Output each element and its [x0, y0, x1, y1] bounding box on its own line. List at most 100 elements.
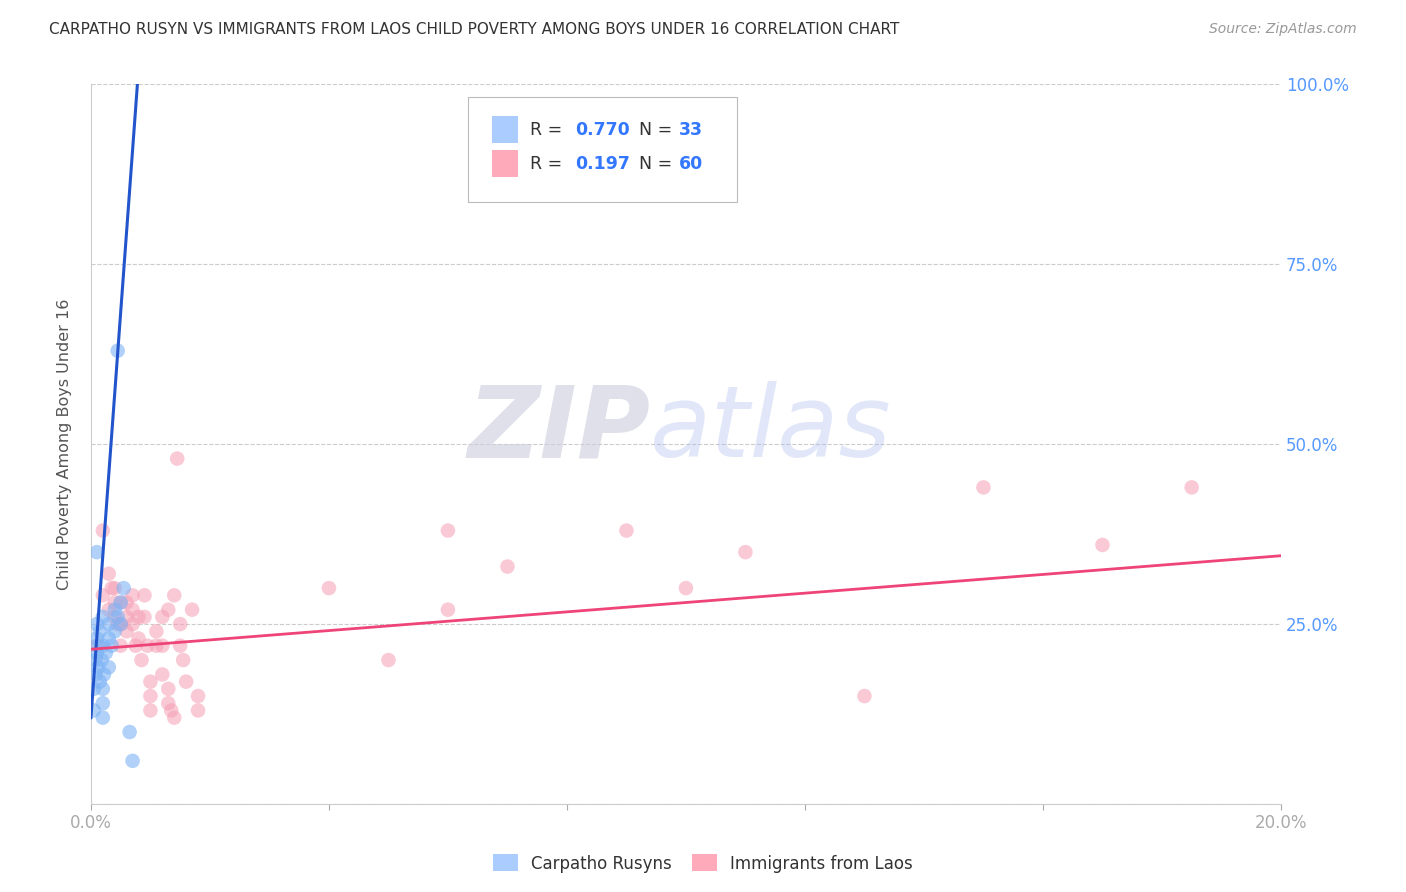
Text: CARPATHO RUSYN VS IMMIGRANTS FROM LAOS CHILD POVERTY AMONG BOYS UNDER 16 CORRELA: CARPATHO RUSYN VS IMMIGRANTS FROM LAOS C… [49, 22, 900, 37]
Point [83, 681, 105, 696]
Point [87, 660, 110, 674]
Point [86, 632, 108, 646]
Point [174, 674, 197, 689]
Point [91, 711, 114, 725]
Point [91, 681, 114, 696]
Point [145, 624, 167, 639]
Point [84, 653, 107, 667]
Text: atlas: atlas [650, 381, 891, 478]
FancyBboxPatch shape [468, 96, 737, 202]
Point [121, 588, 143, 602]
Text: ZIP: ZIP [467, 381, 650, 478]
Text: R =: R = [530, 120, 568, 139]
Point [115, 610, 138, 624]
Point [104, 581, 127, 595]
Point [134, 588, 156, 602]
Point [89, 624, 111, 639]
Point [97, 660, 120, 674]
Point [110, 595, 132, 609]
Point [104, 610, 127, 624]
Point [91, 588, 114, 602]
Point [121, 617, 143, 632]
Point [187, 703, 209, 717]
Text: N =: N = [627, 154, 678, 172]
Point [377, 653, 399, 667]
Point [89, 674, 111, 689]
Point [163, 711, 186, 725]
Point [107, 610, 129, 624]
Point [131, 653, 153, 667]
Point [83, 703, 105, 717]
Point [107, 343, 129, 358]
Point [91, 639, 114, 653]
Text: 60: 60 [679, 154, 703, 172]
FancyBboxPatch shape [492, 150, 519, 178]
Point [437, 603, 460, 617]
Point [139, 689, 162, 703]
Point [157, 696, 180, 710]
Point [157, 603, 180, 617]
Point [128, 632, 150, 646]
Point [616, 524, 638, 538]
Point [136, 639, 159, 653]
Point [104, 603, 127, 617]
Point [318, 581, 340, 595]
Point [97, 603, 120, 617]
Text: 33: 33 [679, 120, 703, 139]
FancyBboxPatch shape [492, 116, 519, 144]
Point [87, 639, 110, 653]
Point [139, 703, 162, 717]
Point [97, 632, 120, 646]
Point [169, 617, 191, 632]
Point [169, 639, 191, 653]
Text: Source: ZipAtlas.com: Source: ZipAtlas.com [1209, 22, 1357, 37]
Point [166, 451, 188, 466]
Point [110, 617, 132, 632]
Point [110, 617, 132, 632]
Point [100, 581, 122, 595]
Point [157, 681, 180, 696]
Point [150, 610, 173, 624]
Point [91, 610, 114, 624]
Point [163, 588, 186, 602]
Point [437, 524, 460, 538]
Point [734, 545, 756, 559]
Point [150, 639, 173, 653]
Point [94, 646, 117, 660]
Point [86, 545, 108, 559]
Point [1181, 480, 1204, 494]
Point [145, 639, 167, 653]
Point [86, 639, 108, 653]
Point [97, 566, 120, 581]
Legend: Carpatho Rusyns, Immigrants from Laos: Carpatho Rusyns, Immigrants from Laos [486, 847, 920, 880]
Point [112, 581, 135, 595]
Point [853, 689, 876, 703]
Point [172, 653, 194, 667]
Point [181, 603, 204, 617]
Point [84, 667, 107, 681]
Point [675, 581, 697, 595]
Point [1091, 538, 1114, 552]
Point [110, 595, 132, 609]
Point [139, 674, 162, 689]
Point [121, 603, 143, 617]
Point [110, 639, 132, 653]
Point [115, 595, 138, 609]
Point [124, 639, 146, 653]
Y-axis label: Child Poverty Among Boys Under 16: Child Poverty Among Boys Under 16 [58, 299, 72, 590]
Point [104, 595, 127, 609]
Point [972, 480, 994, 494]
Point [104, 624, 127, 639]
Point [91, 696, 114, 710]
Text: R =: R = [530, 154, 568, 172]
Point [86, 617, 108, 632]
Point [93, 667, 115, 681]
Point [187, 689, 209, 703]
Point [121, 754, 143, 768]
Point [150, 667, 173, 681]
Point [115, 624, 138, 639]
Point [100, 639, 122, 653]
Point [160, 703, 183, 717]
Point [90, 653, 112, 667]
Point [134, 610, 156, 624]
